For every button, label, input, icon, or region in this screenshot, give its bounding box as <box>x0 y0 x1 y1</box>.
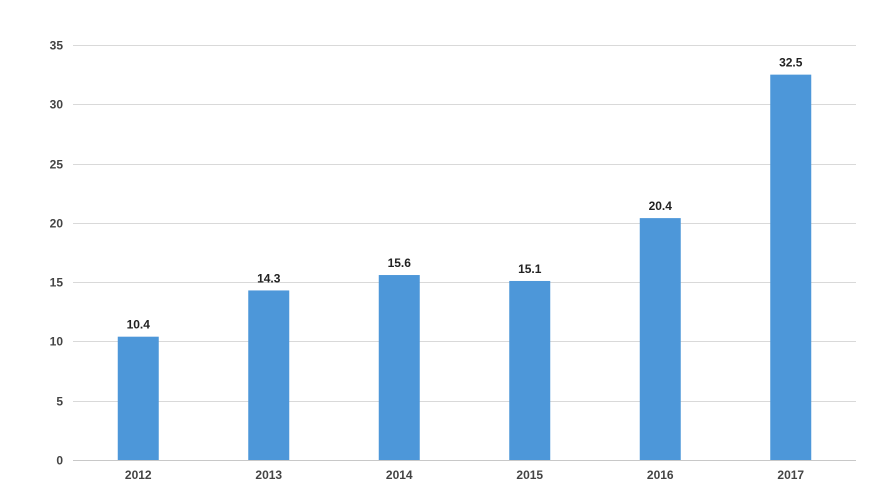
x-tick-label: 2016 <box>647 468 674 482</box>
y-axis: 0 5 10 15 20 25 30 35 <box>50 39 64 468</box>
x-tick-label: 2015 <box>516 468 543 482</box>
data-label-2016: 20.4 <box>649 199 673 213</box>
grid-layer <box>73 45 856 461</box>
y-tick-label: 10 <box>50 335 64 349</box>
y-tick-label: 30 <box>50 98 64 112</box>
x-tick-label: 2014 <box>386 468 413 482</box>
x-tick-label: 2013 <box>255 468 282 482</box>
data-label-2013: 14.3 <box>257 271 281 285</box>
data-label-2014: 15.6 <box>388 256 412 270</box>
x-tick-label: 2012 <box>125 468 152 482</box>
x-axis: 2012 2013 2014 2015 2016 2017 <box>125 468 805 482</box>
data-label-2015: 15.1 <box>518 262 542 276</box>
bar-2016 <box>639 218 681 460</box>
y-tick-label: 20 <box>50 217 64 231</box>
y-tick-label: 25 <box>50 158 64 172</box>
bar-2013 <box>248 290 290 460</box>
bars <box>117 74 812 460</box>
y-tick-label: 15 <box>50 276 64 290</box>
data-labels: 10.4 14.3 15.6 15.1 20.4 32.5 <box>127 56 803 332</box>
bar-2014 <box>378 275 420 460</box>
y-tick-label: 5 <box>56 395 63 409</box>
data-label-2012: 10.4 <box>127 318 151 332</box>
data-label-2017: 32.5 <box>779 56 803 70</box>
y-tick-label: 0 <box>56 454 63 468</box>
x-tick-label: 2017 <box>777 468 804 482</box>
bar-2017 <box>770 74 812 460</box>
bar-2012 <box>117 336 159 460</box>
bar-2015 <box>509 280 551 460</box>
y-tick-label: 35 <box>50 39 64 53</box>
